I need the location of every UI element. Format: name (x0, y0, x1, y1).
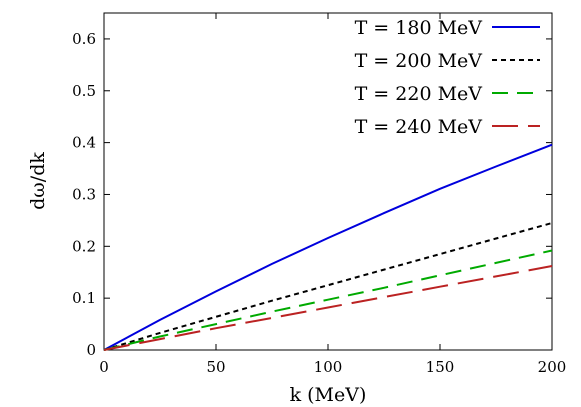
series-line-4 (103, 265, 553, 351)
y-tick-label: 0.4 (72, 134, 96, 152)
tick-labels: 0 50 100 150 200 0 0.1 0.2 0.3 0.4 0.5 0.6 (72, 30, 566, 376)
legend-label-1: T = 180 MeV (355, 17, 483, 39)
axis-ticks (103, 13, 553, 351)
x-tick-label: 150 (426, 358, 455, 376)
legend-label-4: T = 240 MeV (355, 116, 483, 138)
legend-label-2: T = 200 MeV (355, 50, 483, 72)
x-tick-label: 50 (206, 358, 225, 376)
series-line-2 (103, 222, 553, 351)
y-tick-label: 0.1 (72, 289, 96, 307)
y-axis-label: dω/dk (27, 152, 49, 210)
series-line-1 (103, 143, 553, 351)
y-tick-label: 0.5 (72, 82, 96, 100)
series-line-3 (103, 249, 553, 351)
y-tick-label: 0.6 (72, 30, 96, 48)
y-tick-label: 0.3 (72, 185, 96, 203)
x-tick-label: 200 (538, 358, 567, 376)
legend: T = 180 MeV T = 200 MeV T = 220 MeV T = 240… (355, 17, 540, 138)
x-tick-label: 100 (314, 358, 343, 376)
legend-label-3: T = 220 MeV (355, 83, 483, 105)
y-tick-label: 0.2 (72, 237, 96, 255)
x-axis-label: k (MeV) (290, 384, 367, 406)
x-tick-label: 0 (99, 358, 109, 376)
y-tick-label: 0 (86, 341, 96, 359)
series-lines (103, 143, 553, 351)
